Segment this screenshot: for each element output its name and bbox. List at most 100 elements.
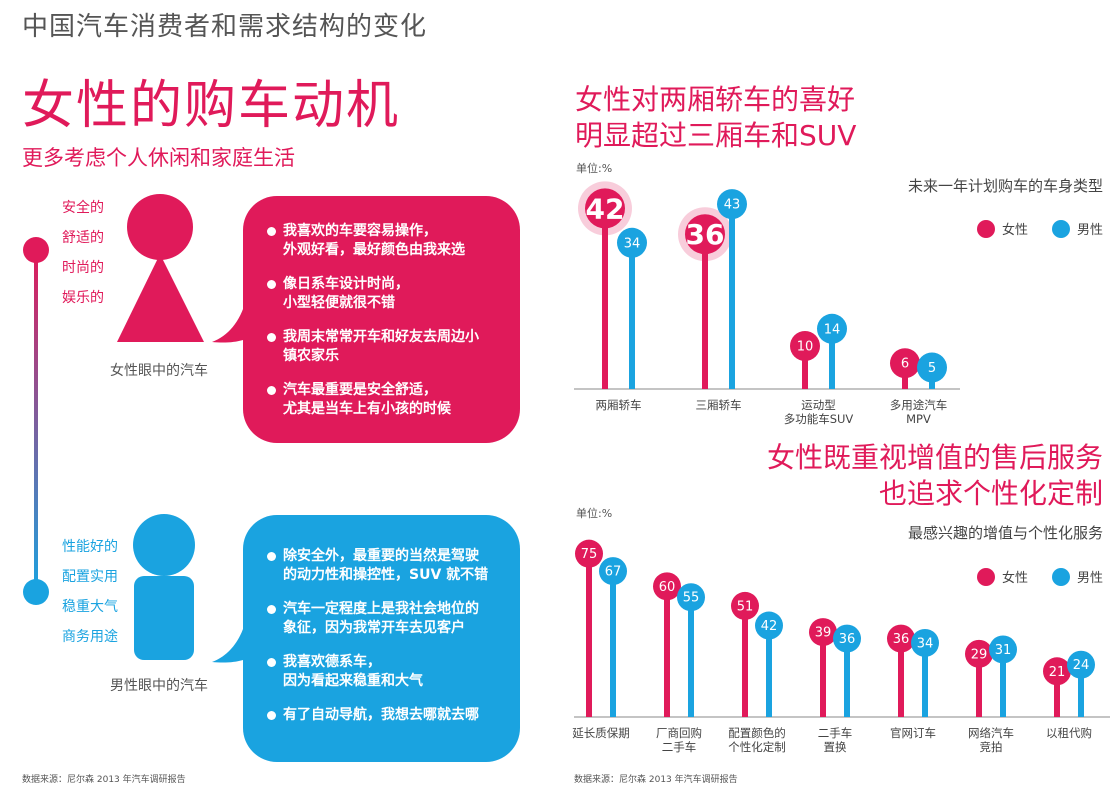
male-trait: 性能好的 (62, 539, 118, 555)
data-label: 34 (624, 236, 641, 251)
data-label: 55 (683, 591, 700, 606)
data-label: 36 (893, 632, 910, 647)
bar-female (586, 553, 592, 717)
legend-swatch-female (976, 219, 995, 238)
category-label: 网络汽车 (968, 726, 1014, 740)
data-label: 6 (901, 357, 909, 372)
female-trait: 时尚的 (62, 260, 104, 276)
bar-head-male (817, 313, 847, 344)
male-caption: 男性眼中的汽车 (110, 678, 208, 694)
bar-head-female (809, 618, 837, 647)
male-trait: 商务用途 (62, 629, 118, 645)
bar-male (1078, 664, 1084, 717)
category-label: 官网订车 (890, 726, 936, 740)
bar-male (766, 625, 772, 717)
chart1-title: 女性对两厢轿车的喜好 明显超过三厢车和SUV (575, 82, 856, 154)
legend-label: 女性 (1001, 223, 1028, 238)
data-label: 14 (824, 322, 841, 337)
bar-head-male (917, 352, 947, 383)
data-label: 21 (1049, 665, 1066, 680)
bar-female (820, 632, 826, 717)
category-label: 竞拍 (980, 740, 1003, 754)
bar-head-female (653, 572, 681, 601)
data-label: 67 (605, 565, 622, 580)
bar-male (729, 204, 735, 389)
legend-label: 女性 (1001, 571, 1028, 586)
bar-female (802, 346, 808, 389)
bar-head-male (989, 635, 1017, 664)
bar-head-male (833, 624, 861, 653)
female-endpoint-dot (23, 237, 49, 263)
legend-swatch-male (1051, 219, 1070, 238)
bar-head-male (717, 189, 747, 220)
chart2-legend: 女性 男性 (976, 567, 1103, 586)
female-trait: 安全的 (62, 200, 104, 216)
bar-head-male (1067, 650, 1095, 679)
data-label: 51 (737, 599, 754, 614)
chart2-title-line: 女性既重视增值的售后服务 (766, 441, 1103, 474)
category-label: 两厢轿车 (596, 398, 642, 412)
legend-item-female: 女性 (976, 567, 1028, 586)
bar-head-male (677, 583, 705, 612)
bar-head-male (911, 628, 939, 657)
left-panel-subtitle: 更多考虑个人休闲和家庭生活 (22, 146, 295, 170)
category-label: 多功能车SUV (784, 412, 854, 426)
data-label: 60 (659, 580, 676, 595)
category-label: 以租代购 (1046, 726, 1092, 740)
data-label: 31 (995, 643, 1012, 658)
female-caption: 女性眼中的汽车 (110, 363, 208, 379)
chart2-title: 女性既重视增值的售后服务 也追求个性化定制 (767, 440, 1103, 512)
bar-head-female (585, 188, 625, 229)
page-title: 中国汽车消费者和需求结构的变化 (22, 12, 428, 42)
category-label: 置换 (824, 740, 847, 754)
bar-head-female (790, 331, 820, 361)
data-label: 39 (815, 626, 832, 641)
chart2-unit: 单位:% (576, 507, 613, 520)
female-quote: 像日系车设计时尚， 小型轻便就很不错 (267, 275, 504, 313)
chart1-title-line: 明显超过三厢车和SUV (575, 119, 857, 152)
chart1-legend: 女性 男性 (976, 219, 1103, 238)
bar-head-male (599, 557, 627, 586)
male-trait: 稳重大气 (62, 599, 118, 615)
legend-item-male: 男性 (1051, 219, 1103, 238)
legend-swatch-male (1051, 567, 1070, 586)
bar-male (629, 242, 635, 389)
category-label: 个性化定制 (728, 740, 786, 754)
male-traits-list: 性能好的 配置实用 稳重大气 商务用途 (62, 532, 118, 652)
bar-female (602, 208, 608, 389)
bar-male (844, 638, 850, 717)
bar-female (702, 234, 708, 389)
data-label: 42 (586, 192, 625, 225)
female-quote: 我喜欢的车要容易操作， 外观好看，最好颜色由我来选 (267, 222, 504, 260)
data-label: 43 (724, 198, 741, 213)
category-label: 多用途汽车 (890, 398, 948, 412)
bar-male (610, 571, 616, 717)
data-label: 75 (581, 547, 598, 562)
legend-item-female: 女性 (976, 219, 1028, 238)
data-label: 5 (928, 361, 936, 376)
male-quote: 我喜欢德系车， 因为看起来稳重和大气 (267, 653, 504, 691)
legend-label: 男性 (1076, 223, 1103, 238)
female-quote: 汽车最重要是安全舒适， 尤其是当车上有小孩的时候 (267, 381, 504, 419)
bar-head-female (731, 591, 759, 620)
bar-head-male (617, 227, 647, 258)
female-quote: 我周末常常开车和好友去周边小 镇农家乐 (267, 328, 504, 366)
male-quote: 汽车一定程度上是我社会地位的 象征，因为我常开车去见客户 (267, 600, 504, 638)
bar-male (829, 328, 835, 389)
gender-gradient-axis (23, 237, 49, 605)
bar-female (898, 638, 904, 717)
chart1-subtitle: 未来一年计划购车的车身类型 (907, 177, 1103, 195)
bar-female (1054, 671, 1060, 717)
chart2-title-line: 也追求个性化定制 (878, 477, 1103, 510)
female-figure-icon (117, 194, 204, 342)
male-quotes-bubble: 除安全外，最重要的当然是驾驶 的动力性和操控性，SUV 就不错 汽车一定程度上是… (243, 515, 520, 762)
category-label: 配置颜色的 (728, 726, 786, 740)
bar-head-male (755, 611, 783, 640)
data-label: 42 (761, 619, 778, 634)
left-source-note: 数据来源：尼尔森 2013 年汽车调研报告 (22, 775, 186, 785)
female-quotes-bubble: 我喜欢的车要容易操作， 外观好看，最好颜色由我来选 像日系车设计时尚， 小型轻便… (243, 196, 520, 443)
bar-head-female (890, 348, 920, 379)
category-label: 三厢轿车 (696, 398, 742, 412)
female-trait: 舒适的 (62, 230, 104, 246)
